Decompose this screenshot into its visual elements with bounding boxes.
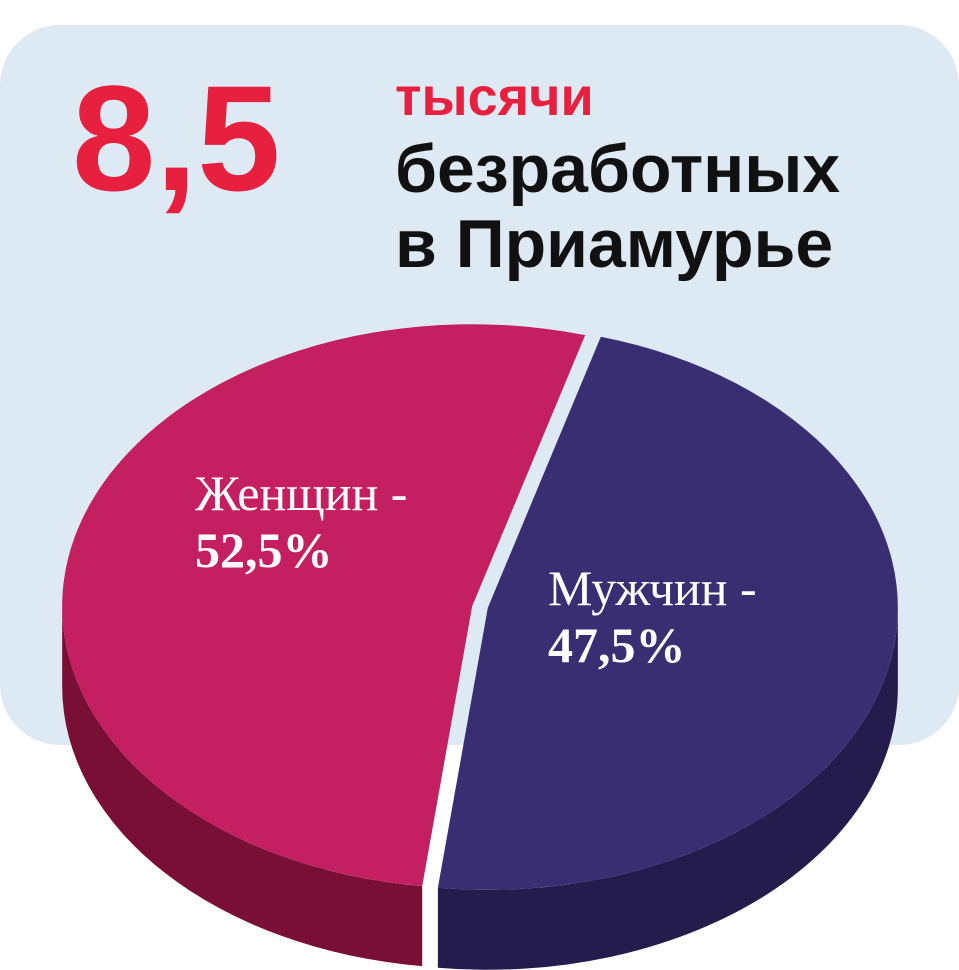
title-line: в Приамурье [395, 206, 833, 282]
slice-side [62, 606, 423, 967]
slice-side [437, 607, 898, 970]
slice [62, 324, 586, 887]
value-label: 52,5% [195, 522, 333, 578]
headline-number: 8,5 [72, 54, 281, 222]
category-label: Женщин - [195, 465, 407, 521]
category-label: Мужчин - [548, 560, 757, 616]
title-line: тысячи [395, 67, 594, 127]
slice [437, 336, 898, 890]
pie: Женщин -52,5% Мужчин -47,5% [62, 324, 898, 970]
value-label: 47,5% [548, 617, 686, 673]
title-line: безработных [395, 131, 840, 207]
